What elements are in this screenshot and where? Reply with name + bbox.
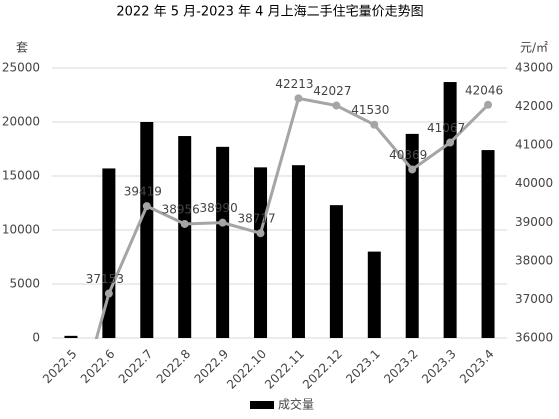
x-tick-label: 2022.11 bbox=[262, 347, 307, 392]
x-tick-label: 2022.8 bbox=[154, 347, 194, 387]
y-tick-label: 5000 bbox=[9, 277, 40, 291]
bar bbox=[367, 251, 381, 338]
chart-title: 2022 年 5 月-2023 年 4 月上海二手住宅量价走势图 bbox=[116, 4, 423, 20]
data-label: 40369 bbox=[389, 148, 427, 162]
data-label: 38990 bbox=[200, 201, 238, 215]
y-tick-label: 15000 bbox=[2, 169, 40, 183]
y-tick-label: 0 bbox=[32, 331, 40, 345]
data-label: 38956 bbox=[162, 202, 200, 216]
data-label: 37153 bbox=[86, 272, 124, 286]
bar bbox=[178, 136, 192, 338]
bar bbox=[481, 150, 495, 338]
line-marker bbox=[142, 202, 151, 211]
line-marker bbox=[294, 94, 303, 103]
x-tick-label: 2022.12 bbox=[300, 347, 345, 392]
bar bbox=[140, 122, 154, 338]
line bbox=[94, 96, 490, 339]
line-marker bbox=[256, 229, 265, 238]
data-label: 38717 bbox=[237, 212, 275, 226]
bar bbox=[64, 335, 78, 338]
data-label: 39419 bbox=[124, 185, 162, 199]
legend-label: 成交量 bbox=[278, 397, 314, 412]
bar bbox=[216, 146, 230, 338]
x-tick-label: 2023.3 bbox=[419, 347, 459, 387]
legend-swatch bbox=[250, 401, 274, 409]
line-marker bbox=[370, 120, 379, 129]
y2-tick-label: 37000 bbox=[515, 292, 553, 306]
line-marker bbox=[484, 100, 493, 109]
bar bbox=[405, 133, 419, 338]
x-tick-label: 2023.1 bbox=[343, 347, 383, 387]
y2-tick-label: 38000 bbox=[515, 253, 553, 267]
y2-tick-label: 42000 bbox=[515, 99, 553, 113]
x-tick-label: 2023.2 bbox=[381, 347, 421, 387]
bar bbox=[329, 205, 343, 338]
y-tick-label: 10000 bbox=[2, 223, 40, 237]
data-label: 42027 bbox=[313, 84, 351, 98]
y-tick-label: 25000 bbox=[2, 61, 40, 75]
x-tick-label: 2022.10 bbox=[224, 347, 269, 392]
y2-axis-label: 元/㎡ bbox=[520, 41, 548, 55]
data-label: 41067 bbox=[427, 121, 465, 135]
line-marker bbox=[104, 289, 113, 298]
bar bbox=[254, 167, 268, 338]
line-marker bbox=[446, 138, 455, 147]
line-marker bbox=[332, 101, 341, 110]
x-tick-label: 2022.7 bbox=[116, 347, 156, 387]
y-tick-label: 20000 bbox=[2, 115, 40, 129]
y2-tick-label: 41000 bbox=[515, 138, 553, 152]
y2-tick-label: 36000 bbox=[515, 331, 553, 345]
line-marker bbox=[408, 165, 417, 174]
bar bbox=[291, 165, 305, 338]
line-marker bbox=[180, 219, 189, 228]
y-axis-label: 套 bbox=[16, 41, 28, 55]
line-marker bbox=[218, 218, 227, 227]
y2-tick-label: 40000 bbox=[515, 176, 553, 190]
data-label: 42213 bbox=[275, 77, 313, 91]
x-tick-label: 2022.5 bbox=[40, 347, 80, 387]
y2-tick-label: 43000 bbox=[515, 61, 553, 75]
x-tick-label: 2023.4 bbox=[457, 347, 497, 387]
x-tick-label: 2022.6 bbox=[78, 347, 118, 387]
line-layer bbox=[94, 94, 493, 339]
data-label: 42046 bbox=[465, 83, 503, 97]
y2-tick-label: 39000 bbox=[515, 215, 553, 229]
data-label: 41530 bbox=[351, 103, 389, 117]
